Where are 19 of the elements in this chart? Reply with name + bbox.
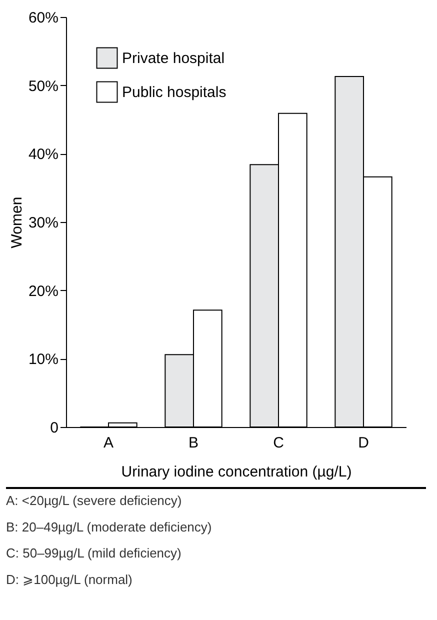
legend-label: Private hospital bbox=[122, 50, 225, 67]
x-axis-title: Urinary iodine concentration (µg/L) bbox=[121, 464, 352, 480]
legend-label: Public hospitals bbox=[122, 84, 226, 101]
y-tick-label: 60% bbox=[28, 10, 58, 26]
x-tick-label: C bbox=[273, 434, 284, 452]
y-tick-label: 30% bbox=[28, 214, 58, 232]
y-tick-label: 20% bbox=[28, 282, 58, 300]
y-tick-label: 10% bbox=[28, 351, 58, 368]
y-tick-label: 40% bbox=[28, 146, 58, 164]
y-axis-title: Women bbox=[8, 196, 26, 248]
y-tick-label: 0 bbox=[50, 420, 58, 436]
text: A: <20µg/L (severe deficiency) bbox=[6, 493, 182, 508]
x-tick-label: B bbox=[188, 434, 199, 452]
text: B: 20–49µg/L (moderate deficiency) bbox=[6, 519, 212, 534]
x-tick-label: D bbox=[358, 434, 370, 452]
y-tick-label: 50% bbox=[28, 78, 58, 95]
text: C: 50–99µg/L (mild deficiency) bbox=[6, 546, 182, 561]
text: D: ⩾100µg/L (normal) bbox=[6, 572, 132, 587]
x-tick-label: A bbox=[103, 434, 114, 452]
